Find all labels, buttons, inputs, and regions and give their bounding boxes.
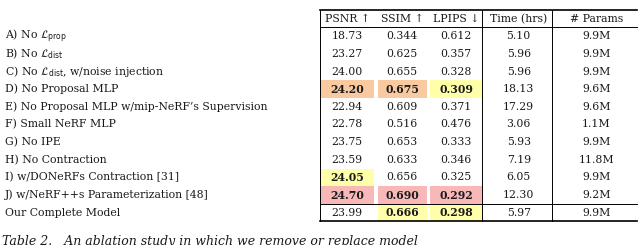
Text: 11.8M: 11.8M <box>579 155 614 165</box>
Text: 7.19: 7.19 <box>507 155 531 165</box>
Text: 0.675: 0.675 <box>385 84 419 95</box>
Text: 5.10: 5.10 <box>507 31 531 41</box>
Text: A) No $\mathcal{L}_{\mathrm{prop}}$: A) No $\mathcal{L}_{\mathrm{prop}}$ <box>5 27 67 45</box>
Text: 0.298: 0.298 <box>439 207 473 218</box>
Text: D) No Proposal MLP: D) No Proposal MLP <box>5 84 118 95</box>
Text: B) No $\mathcal{L}_{\mathrm{dist}}$: B) No $\mathcal{L}_{\mathrm{dist}}$ <box>5 47 64 61</box>
Text: 5.96: 5.96 <box>507 49 531 59</box>
Text: 9.9M: 9.9M <box>582 31 611 41</box>
Text: 0.371: 0.371 <box>440 102 472 112</box>
Text: 5.96: 5.96 <box>507 67 531 76</box>
Text: 0.655: 0.655 <box>387 67 418 76</box>
Bar <box>430 80 482 98</box>
Text: 0.516: 0.516 <box>387 120 418 129</box>
Text: 0.656: 0.656 <box>387 172 418 182</box>
Text: 24.00: 24.00 <box>332 67 363 76</box>
Text: F) Small NeRF MLP: F) Small NeRF MLP <box>5 119 116 130</box>
Text: 5.97: 5.97 <box>507 208 531 218</box>
Bar <box>378 80 427 98</box>
Text: J) w/NeRF++s Parameterization [48]: J) w/NeRF++s Parameterization [48] <box>5 190 209 200</box>
Text: 9.9M: 9.9M <box>582 137 611 147</box>
Text: 9.9M: 9.9M <box>582 208 611 218</box>
Text: 23.75: 23.75 <box>332 137 363 147</box>
Text: 18.73: 18.73 <box>332 31 363 41</box>
Text: Table 2.   An ablation study in which we remove or replace model: Table 2. An ablation study in which we r… <box>2 235 418 245</box>
Text: 0.309: 0.309 <box>439 84 473 95</box>
Text: 9.9M: 9.9M <box>582 67 611 76</box>
Text: H) No Contraction: H) No Contraction <box>5 155 107 165</box>
Text: 1.1M: 1.1M <box>582 120 611 129</box>
Text: 0.633: 0.633 <box>387 155 418 165</box>
Text: 0.666: 0.666 <box>385 207 419 218</box>
Text: 0.612: 0.612 <box>440 31 472 41</box>
Bar <box>430 204 482 221</box>
Bar <box>430 186 482 204</box>
Text: 0.653: 0.653 <box>387 137 418 147</box>
Text: LPIPS ↓: LPIPS ↓ <box>433 14 479 24</box>
Text: G) No IPE: G) No IPE <box>5 137 61 147</box>
Text: 0.625: 0.625 <box>387 49 418 59</box>
Text: C) No $\mathcal{L}_{\mathrm{dist}}$, w/noise injection: C) No $\mathcal{L}_{\mathrm{dist}}$, w/n… <box>5 64 164 79</box>
Text: 18.13: 18.13 <box>503 84 534 94</box>
Text: 0.690: 0.690 <box>385 190 419 200</box>
Bar <box>320 186 374 204</box>
Text: 6.05: 6.05 <box>507 172 531 182</box>
Bar <box>320 169 374 186</box>
Text: Time (hrs): Time (hrs) <box>490 13 547 24</box>
Text: 0.292: 0.292 <box>439 190 473 200</box>
Text: 0.344: 0.344 <box>387 31 418 41</box>
Text: 9.6M: 9.6M <box>582 84 611 94</box>
Text: 0.325: 0.325 <box>440 172 472 182</box>
Text: 23.59: 23.59 <box>332 155 363 165</box>
Bar <box>378 186 427 204</box>
Text: 22.78: 22.78 <box>332 120 363 129</box>
Text: 0.476: 0.476 <box>440 120 472 129</box>
Text: 0.333: 0.333 <box>440 137 472 147</box>
Text: 9.9M: 9.9M <box>582 172 611 182</box>
Text: 24.20: 24.20 <box>330 84 364 95</box>
Text: 22.94: 22.94 <box>332 102 363 112</box>
Text: 9.6M: 9.6M <box>582 102 611 112</box>
Text: 9.2M: 9.2M <box>582 190 611 200</box>
Text: 24.05: 24.05 <box>330 172 364 183</box>
Text: 5.93: 5.93 <box>507 137 531 147</box>
Text: 0.357: 0.357 <box>440 49 472 59</box>
Text: Our Complete Model: Our Complete Model <box>5 208 120 218</box>
Text: SSIM ↑: SSIM ↑ <box>381 14 424 24</box>
Text: I) w/DONeRFs Contraction [31]: I) w/DONeRFs Contraction [31] <box>5 172 179 183</box>
Text: E) No Proposal MLP w/mip-NeRF’s Supervision: E) No Proposal MLP w/mip-NeRF’s Supervis… <box>5 101 268 112</box>
Bar <box>378 204 427 221</box>
Text: 0.328: 0.328 <box>440 67 472 76</box>
Text: 0.609: 0.609 <box>387 102 418 112</box>
Text: 17.29: 17.29 <box>503 102 534 112</box>
Text: 9.9M: 9.9M <box>582 49 611 59</box>
Text: # Params: # Params <box>570 14 623 24</box>
Text: PSNR ↑: PSNR ↑ <box>324 14 370 24</box>
Text: 23.99: 23.99 <box>332 208 363 218</box>
Text: 0.346: 0.346 <box>440 155 472 165</box>
Text: 12.30: 12.30 <box>503 190 534 200</box>
Text: 24.70: 24.70 <box>330 190 364 200</box>
Text: 23.27: 23.27 <box>332 49 363 59</box>
Text: 3.06: 3.06 <box>506 120 531 129</box>
Bar <box>320 80 374 98</box>
